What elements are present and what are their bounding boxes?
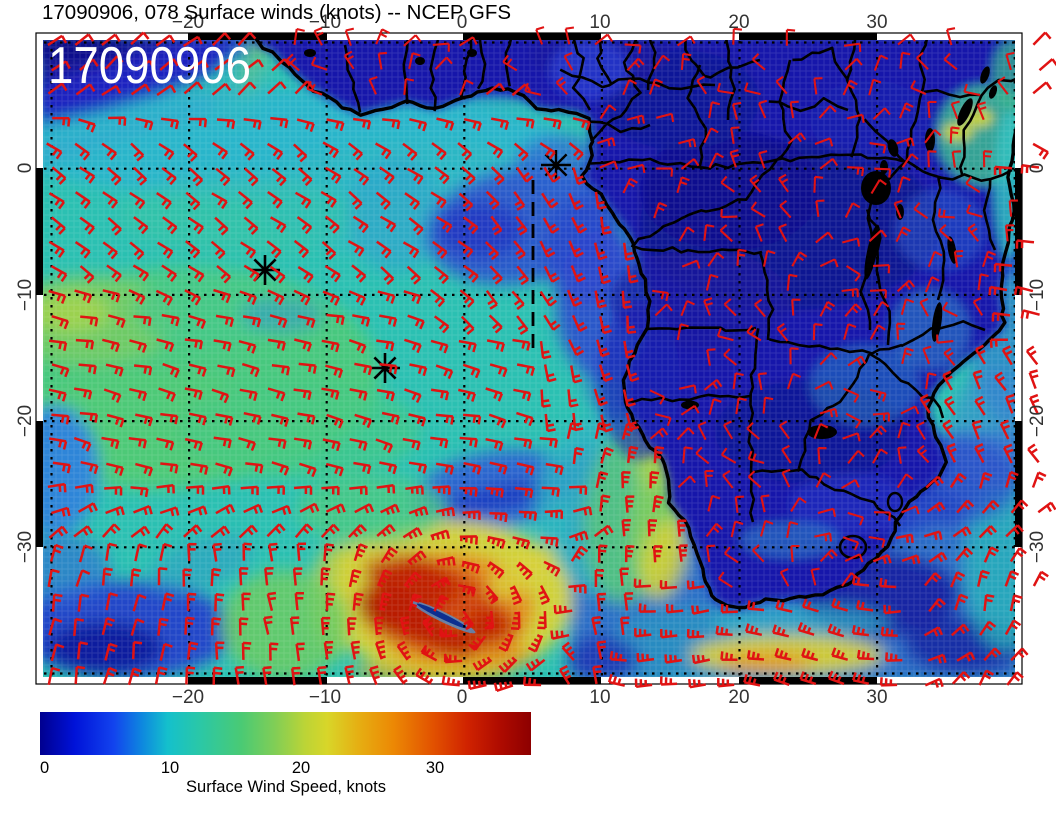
svg-text:10: 10 <box>589 687 610 708</box>
svg-text:−20: −20 <box>172 687 204 708</box>
svg-text:−10: −10 <box>309 687 341 708</box>
svg-text:−20: −20 <box>1027 405 1048 437</box>
svg-text:10: 10 <box>161 759 179 777</box>
svg-text:−10: −10 <box>309 12 341 33</box>
svg-text:17090906, 078 Surface winds (k: 17090906, 078 Surface winds (knots) -- N… <box>42 1 511 24</box>
svg-text:0: 0 <box>457 12 468 33</box>
svg-text:10: 10 <box>589 12 610 33</box>
svg-text:−10: −10 <box>15 279 36 311</box>
svg-text:0: 0 <box>1027 163 1048 174</box>
svg-text:20: 20 <box>728 687 749 708</box>
svg-text:−20: −20 <box>15 405 36 437</box>
svg-text:30: 30 <box>866 687 887 708</box>
svg-text:17090906: 17090906 <box>48 37 251 95</box>
svg-text:−30: −30 <box>15 531 36 563</box>
svg-text:0: 0 <box>40 759 49 777</box>
svg-text:30: 30 <box>866 12 887 33</box>
svg-text:Surface Wind Speed, knots: Surface Wind Speed, knots <box>186 778 386 796</box>
svg-text:20: 20 <box>728 12 749 33</box>
svg-text:−30: −30 <box>1027 531 1048 563</box>
svg-text:20: 20 <box>292 759 310 777</box>
svg-text:0: 0 <box>457 687 468 708</box>
svg-text:−20: −20 <box>172 12 204 33</box>
svg-text:30: 30 <box>426 759 444 777</box>
svg-text:−10: −10 <box>1027 279 1048 311</box>
svg-text:0: 0 <box>15 163 36 174</box>
